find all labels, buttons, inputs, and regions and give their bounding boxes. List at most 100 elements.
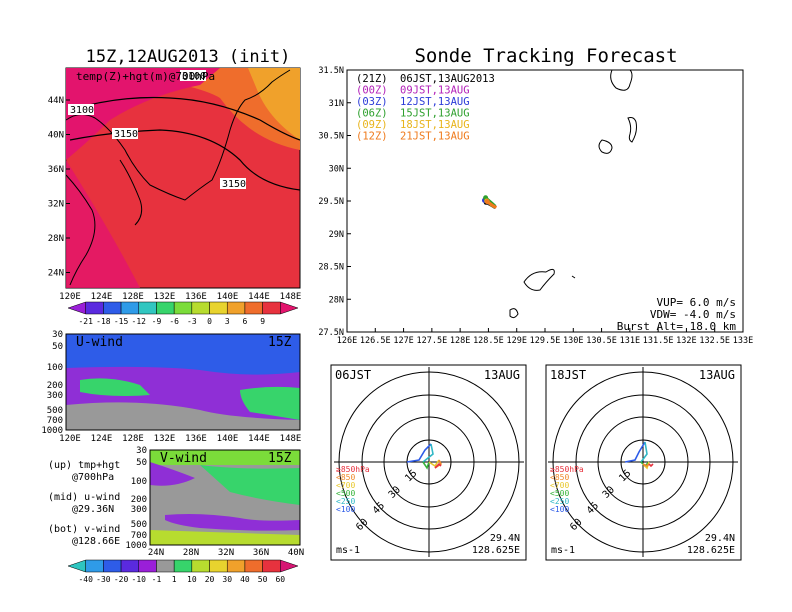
note-mid-2: @29.36N xyxy=(72,504,114,515)
wind-colorbar-swatch xyxy=(191,559,210,573)
u-wind-p-tick: 300 xyxy=(47,391,63,401)
track-lat-tick: 28.5N xyxy=(318,263,344,273)
wind-colorbar-swatch xyxy=(173,559,193,573)
track-legend-text-3: 15JST,13AUG xyxy=(400,108,470,120)
v-wind-panel: V-wind 15Z xyxy=(149,449,301,546)
temp-lon-tick: 128E xyxy=(122,292,144,302)
wind-colorbar-label: -30 xyxy=(96,575,111,584)
v-wind-green xyxy=(200,465,300,505)
temp-colorbar-label: -15 xyxy=(114,317,129,326)
island-amami xyxy=(523,268,555,291)
temp-lon-tick: 136E xyxy=(185,292,207,302)
contour-label-1: 3100 xyxy=(70,105,94,116)
track-lon-tick: 129.5E xyxy=(530,336,561,346)
track-lon-tick: 133E xyxy=(733,336,753,346)
v-wind-p-tick: 300 xyxy=(131,505,147,515)
temp-colorbar: -21 -18 -15 -12 -9 -6 -3 0 3 6 9 xyxy=(67,301,299,326)
v-wind-lat-tick: 28N xyxy=(183,548,199,558)
v-wind-p-tick: 30 xyxy=(136,446,147,456)
v-wind-p-tick: 500 xyxy=(131,520,147,530)
track-lon-tick: 126E xyxy=(337,336,357,346)
wind-colorbar-swatch xyxy=(85,559,104,573)
track-legend-text-4: 18JST,13AUG xyxy=(400,119,470,131)
polar-level-label: <500 xyxy=(550,489,569,498)
polar-level-label: <250 xyxy=(550,497,569,506)
u-wind-lon-tick: 144E xyxy=(248,434,270,444)
polar-trajectory xyxy=(428,459,440,468)
left-title: 15Z,12AUG2013 (init) xyxy=(86,47,291,67)
temp-lon-ticks: 120E 124E 128E 132E 136E 140E 144E 148E xyxy=(59,292,301,302)
v-wind-time: 15Z xyxy=(268,451,292,466)
polar-right-lat: 29.4N xyxy=(705,533,735,544)
track-legend-text-0: 06JST,13AUG2013 xyxy=(400,73,495,85)
u-wind-green-1 xyxy=(80,378,150,396)
temp-lat-ticks: 44N 40N 36N 32N 28N 24N xyxy=(48,96,70,279)
track-lon-tick: 131.5E xyxy=(643,336,674,346)
track-legend-code-2: (03Z) xyxy=(356,96,388,108)
polar-right-lon: 128.625E xyxy=(687,545,735,556)
track-lat-tick: 30.5N xyxy=(318,132,344,142)
temp-colorbar-label: 6 xyxy=(243,317,248,326)
track-params: VUP= 6.0 m/s VDW= -4.0 m/s Burst Alt= 18… xyxy=(617,296,737,333)
note-up-1: (up) tmp+hgt xyxy=(48,460,120,471)
track-map xyxy=(346,69,744,333)
wind-colorbar-label: 1 xyxy=(172,575,177,584)
temp-colorbar-swatch xyxy=(138,301,157,315)
temp-colorbar-label: -6 xyxy=(169,317,179,326)
wind-colorbar-label: 30 xyxy=(222,575,232,584)
track-lon-tick: 131E xyxy=(620,336,640,346)
temp-map-label: temp(Z)+hgt(m)@700hPa xyxy=(76,70,215,83)
track-legend: (21Z) 06JST,13AUG2013 (00Z) 09JST,13AUG (03Z… xyxy=(356,73,495,143)
v-wind-lat-tick: 36N xyxy=(253,548,269,558)
temp-lon-tick: 132E xyxy=(154,292,176,302)
temp-colorbar-swatch xyxy=(120,301,140,315)
temp-colorbar-swatch xyxy=(173,301,193,315)
contour-label-4: 3150 xyxy=(222,179,246,190)
temp-lat-tick: 40N xyxy=(48,131,64,141)
polar-right-date: 13AUG xyxy=(699,368,735,382)
param-vup: VUP= 6.0 m/s xyxy=(657,296,736,309)
island-kyushu xyxy=(610,69,633,91)
track-lat-tick: 29N xyxy=(329,230,344,240)
track-legend-code-1: (00Z) xyxy=(356,85,388,97)
wind-colorbar-label: -1 xyxy=(152,575,162,584)
temp-lat-tick: 28N xyxy=(48,234,64,244)
coastline-china xyxy=(65,174,96,286)
island-tanegashima xyxy=(598,139,613,154)
u-wind-lon-ticks: 120E 124E 128E 132E 136E 140E 144E 148E xyxy=(59,434,301,444)
u-wind-time: 15Z xyxy=(268,335,292,350)
u-wind-lon-tick: 120E xyxy=(59,434,81,444)
track-lon-tick: 127E xyxy=(393,336,413,346)
polar-level-label: ≥850hPa xyxy=(550,465,584,474)
wind-colorbar-swatch xyxy=(209,559,228,573)
u-wind-gray xyxy=(66,402,300,430)
note-bot-2: @128.66E xyxy=(72,536,120,547)
temp-lat-tick: 32N xyxy=(48,200,64,210)
track-launch-point-5 xyxy=(484,199,490,205)
coastline-japan xyxy=(65,69,291,201)
wind-colorbar-label: 20 xyxy=(205,575,215,584)
wind-colorbar-label: 40 xyxy=(240,575,250,584)
track-legend-code-5: (12Z) xyxy=(356,131,388,143)
u-wind-p-tick: 50 xyxy=(52,342,63,352)
note-up-2: @700hPa xyxy=(72,472,114,483)
v-wind-lat-tick: 40N xyxy=(288,548,304,558)
right-title: Sonde Tracking Forecast xyxy=(414,45,677,67)
temp-colorbar-label: -12 xyxy=(132,317,147,326)
track-lat-tick: 28N xyxy=(329,295,344,305)
polar-level-label: <250 xyxy=(336,497,355,506)
temp-lon-tick: 140E xyxy=(217,292,239,302)
temp-colorbar-label: -18 xyxy=(96,317,111,326)
track-lon-tick: 128.5E xyxy=(473,336,504,346)
polar-trajectory xyxy=(624,441,646,463)
v-wind-p-tick: 1000 xyxy=(125,541,147,551)
wind-colorbar-label: -20 xyxy=(114,575,129,584)
temp-region-orange xyxy=(248,68,300,140)
u-wind-p-tick: 200 xyxy=(47,381,63,391)
track-series xyxy=(481,195,498,209)
u-wind-p-tick: 30 xyxy=(52,330,63,340)
polar-trajectory xyxy=(422,443,434,463)
track-lon-ticks: 126E 126.5E 127E 127.5E 128E 128.5E 129E 129.5E… xyxy=(337,328,753,346)
wind-colorbar-swatch xyxy=(67,559,86,573)
